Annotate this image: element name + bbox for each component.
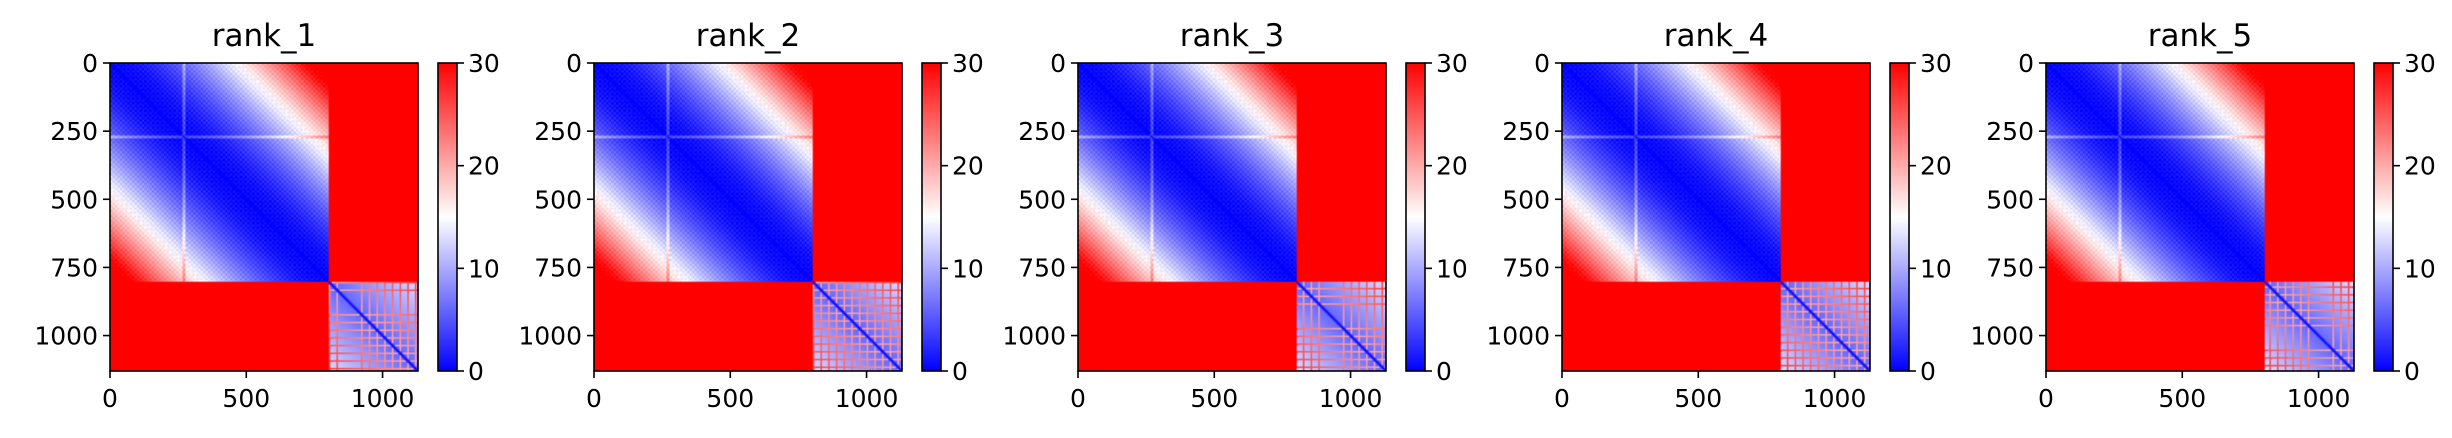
heatmap-frame bbox=[1561, 62, 1871, 372]
x-tick-label: 0 bbox=[1554, 384, 1570, 413]
colorbar-tick-label: 30 bbox=[2404, 49, 2436, 78]
y-tick-label: 1000 bbox=[1486, 322, 1550, 351]
colorbar-tick-label: 0 bbox=[1920, 357, 1936, 386]
x-tick-label: 1000 bbox=[2287, 384, 2351, 413]
colorbar-frame bbox=[2373, 62, 2394, 372]
colorbar-tick-label: 20 bbox=[2404, 152, 2436, 181]
colorbar-frame bbox=[1889, 62, 1910, 372]
heatmap-image bbox=[1562, 63, 1870, 371]
x-tick-label: 500 bbox=[706, 384, 754, 413]
y-tick-label: 250 bbox=[1018, 117, 1066, 146]
heatmap-panel: rank_4 0 500 1000 0 250 500 750 1000 0 10 20 30 bbox=[1486, 18, 1951, 413]
colorbar-tick-label: 30 bbox=[1436, 49, 1468, 78]
heatmap-panel: rank_5 0 500 1000 0 250 500 750 1000 0 10 20 30 bbox=[1970, 18, 2435, 413]
heatmap-panel: rank_1 0 500 1000 0 250 500 750 1000 0 10 20 30 bbox=[34, 18, 499, 413]
x-tick-label: 0 bbox=[1070, 384, 1086, 413]
heatmap-frame bbox=[1077, 62, 1387, 372]
colorbar-tick-label: 10 bbox=[468, 254, 500, 283]
colorbar-tick-label: 0 bbox=[468, 357, 484, 386]
colorbar bbox=[2374, 63, 2393, 371]
colorbar-tick-label: 30 bbox=[1920, 49, 1952, 78]
colorbar-tick-label: 30 bbox=[468, 49, 500, 78]
y-tick-label: 1000 bbox=[518, 322, 582, 351]
x-tick-label: 1000 bbox=[835, 384, 899, 413]
colorbar-frame bbox=[437, 62, 458, 372]
y-tick-label: 250 bbox=[50, 117, 98, 146]
y-tick-label: 0 bbox=[1534, 49, 1550, 78]
panel-title: rank_5 bbox=[2148, 18, 2253, 54]
colorbar-tick-label: 10 bbox=[2404, 254, 2436, 283]
y-tick-label: 250 bbox=[1502, 117, 1550, 146]
x-tick-label: 0 bbox=[586, 384, 602, 413]
heatmap-panel: rank_2 0 500 1000 0 250 500 750 1000 0 10 20 30 bbox=[518, 18, 983, 413]
y-tick-label: 0 bbox=[1050, 49, 1066, 78]
colorbar bbox=[1890, 63, 1909, 371]
colorbar-tick-label: 30 bbox=[952, 49, 984, 78]
colorbar-tick-label: 0 bbox=[952, 357, 968, 386]
x-tick-label: 500 bbox=[1190, 384, 1238, 413]
panel-title: rank_4 bbox=[1664, 18, 1769, 54]
y-tick-label: 750 bbox=[534, 253, 582, 282]
panel-title: rank_3 bbox=[1180, 18, 1285, 54]
colorbar-tick-label: 20 bbox=[952, 152, 984, 181]
colorbar-tick-label: 20 bbox=[1920, 152, 1952, 181]
heatmap-frame bbox=[109, 62, 419, 372]
x-tick-label: 0 bbox=[102, 384, 118, 413]
heatmap-image bbox=[110, 63, 418, 371]
colorbar-tick-label: 20 bbox=[1436, 152, 1468, 181]
y-tick-label: 500 bbox=[534, 185, 582, 214]
x-tick-label: 1000 bbox=[351, 384, 415, 413]
colorbar-tick-label: 10 bbox=[952, 254, 984, 283]
colorbar bbox=[1406, 63, 1425, 371]
y-tick-label: 1000 bbox=[1002, 322, 1066, 351]
y-tick-label: 250 bbox=[1986, 117, 2034, 146]
colorbar-frame bbox=[1405, 62, 1426, 372]
colorbar-tick-label: 0 bbox=[1436, 357, 1452, 386]
colorbar-tick-label: 20 bbox=[468, 152, 500, 181]
y-tick-label: 0 bbox=[82, 49, 98, 78]
y-tick-label: 500 bbox=[1986, 185, 2034, 214]
y-tick-label: 0 bbox=[2018, 49, 2034, 78]
x-tick-label: 500 bbox=[2158, 384, 2206, 413]
y-tick-label: 0 bbox=[566, 49, 582, 78]
y-tick-label: 750 bbox=[1986, 253, 2034, 282]
colorbar bbox=[922, 63, 941, 371]
colorbar-frame bbox=[921, 62, 942, 372]
colorbar bbox=[438, 63, 457, 371]
heatmap-image bbox=[594, 63, 902, 371]
y-tick-label: 1000 bbox=[1970, 322, 2034, 351]
colorbar-tick-label: 10 bbox=[1436, 254, 1468, 283]
x-tick-label: 500 bbox=[222, 384, 270, 413]
x-tick-label: 0 bbox=[2038, 384, 2054, 413]
x-tick-label: 500 bbox=[1674, 384, 1722, 413]
colorbar-tick-label: 0 bbox=[2404, 357, 2420, 386]
y-tick-label: 500 bbox=[50, 185, 98, 214]
panel-title: rank_2 bbox=[696, 18, 801, 54]
heatmap-frame bbox=[2045, 62, 2355, 372]
y-tick-label: 750 bbox=[50, 253, 98, 282]
y-tick-label: 750 bbox=[1018, 253, 1066, 282]
heatmap-image bbox=[1078, 63, 1386, 371]
heatmap-panel: rank_3 0 500 1000 0 250 500 750 1000 0 10 20 30 bbox=[1002, 18, 1467, 413]
colorbar-tick-label: 10 bbox=[1920, 254, 1952, 283]
y-tick-label: 500 bbox=[1018, 185, 1066, 214]
y-tick-label: 1000 bbox=[34, 322, 98, 351]
x-tick-label: 1000 bbox=[1803, 384, 1867, 413]
y-tick-label: 250 bbox=[534, 117, 582, 146]
heatmap-image bbox=[2046, 63, 2354, 371]
panel-title: rank_1 bbox=[212, 18, 317, 54]
y-tick-label: 750 bbox=[1502, 253, 1550, 282]
heatmap-frame bbox=[593, 62, 903, 372]
x-tick-label: 1000 bbox=[1319, 384, 1383, 413]
y-tick-label: 500 bbox=[1502, 185, 1550, 214]
